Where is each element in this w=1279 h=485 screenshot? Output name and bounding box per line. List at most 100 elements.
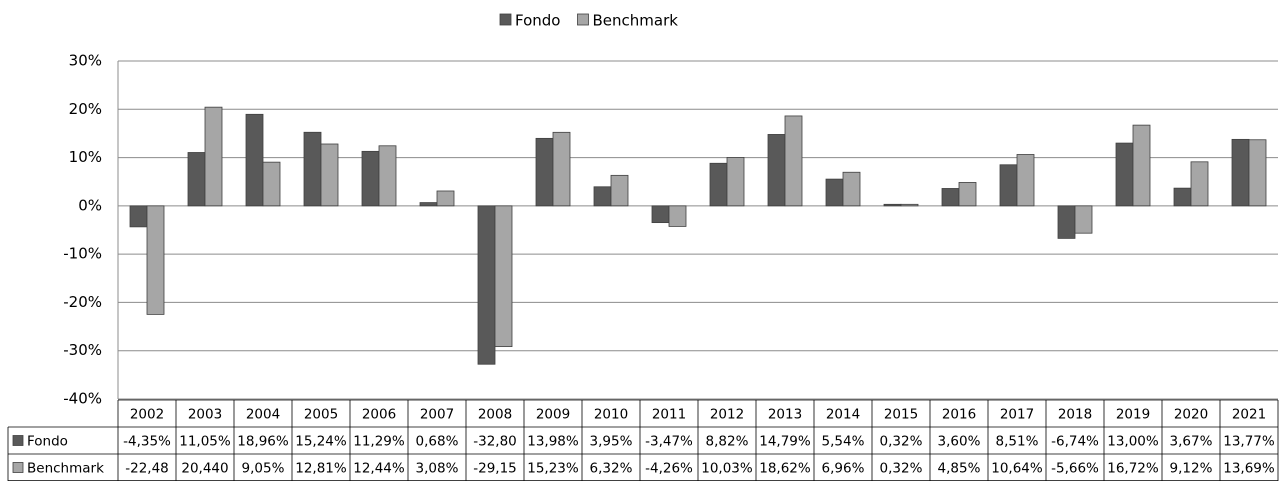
x-tick-label: 2003 xyxy=(188,407,222,423)
x-tick-label: 2004 xyxy=(246,407,280,423)
data-label: 15,23% xyxy=(527,461,579,477)
bar xyxy=(825,178,844,207)
x-tick-label: 2021 xyxy=(1232,407,1266,423)
data-label: 10,03% xyxy=(701,461,753,477)
x-tick-label: 2010 xyxy=(594,407,628,423)
bar xyxy=(552,131,571,207)
x-tick-label: 2015 xyxy=(884,407,918,423)
x-tick-label: 2016 xyxy=(942,407,976,423)
bar xyxy=(1074,205,1093,234)
bar xyxy=(842,171,861,207)
bar xyxy=(146,205,165,315)
data-label: 0,32% xyxy=(880,434,923,450)
x-tick-label: 2018 xyxy=(1058,407,1092,423)
y-tick-label: 30% xyxy=(69,52,102,70)
bar xyxy=(784,115,803,207)
bar xyxy=(1248,139,1267,207)
bar xyxy=(593,186,612,207)
bar xyxy=(419,202,438,207)
bar xyxy=(245,113,264,207)
y-tick-label: -40% xyxy=(63,390,102,408)
y-tick-label: -20% xyxy=(63,293,102,311)
legend-label: Benchmark xyxy=(592,12,678,30)
data-label: 3,95% xyxy=(590,434,633,450)
data-label: -5,66% xyxy=(1051,461,1099,477)
x-tick-label: 2008 xyxy=(478,407,512,423)
legend-swatch xyxy=(577,13,589,26)
y-tick-label: -10% xyxy=(63,245,102,263)
bar xyxy=(1057,205,1076,239)
bar xyxy=(494,205,513,348)
data-label: 5,54% xyxy=(822,434,865,450)
data-label: -29,15 xyxy=(473,461,517,477)
data-label: 0,68% xyxy=(416,434,459,450)
x-tick-label: 2020 xyxy=(1174,407,1208,423)
x-tick-label: 2009 xyxy=(536,407,570,423)
bar xyxy=(436,190,455,207)
data-label: -22,48 xyxy=(125,461,169,477)
y-tick-label: 10% xyxy=(69,148,102,166)
data-label: 13,77% xyxy=(1223,434,1275,450)
bar xyxy=(709,162,728,207)
x-tick-label: 2017 xyxy=(1000,407,1034,423)
y-tick-label: 0% xyxy=(78,196,102,214)
data-label: 13,69% xyxy=(1223,461,1275,477)
data-label: 9,05% xyxy=(242,461,285,477)
data-label: 11,05% xyxy=(179,434,231,450)
bar xyxy=(1115,142,1134,207)
bar xyxy=(361,150,380,207)
data-label: 14,79% xyxy=(759,434,811,450)
bar xyxy=(1231,138,1250,207)
bar xyxy=(610,174,629,207)
data-label: 20,440 xyxy=(181,461,228,477)
data-label: -6,74% xyxy=(1051,434,1099,450)
data-label: 6,32% xyxy=(590,461,633,477)
bar xyxy=(900,203,919,207)
bar xyxy=(129,205,148,228)
bar xyxy=(262,161,281,207)
x-tick-label: 2007 xyxy=(420,407,454,423)
data-label: 15,24% xyxy=(295,434,347,450)
legend-swatch xyxy=(12,435,24,446)
bar xyxy=(204,106,223,207)
bar xyxy=(477,205,496,365)
bar xyxy=(651,205,670,224)
y-tick-label: -30% xyxy=(63,341,102,359)
bar xyxy=(958,182,977,207)
legend-label: Fondo xyxy=(515,12,560,30)
bar xyxy=(303,131,322,207)
x-tick-label: 2005 xyxy=(304,407,338,423)
bar xyxy=(1173,187,1192,207)
x-tick-label: 2014 xyxy=(826,407,860,423)
x-tick-label: 2011 xyxy=(652,407,686,423)
bar xyxy=(378,145,397,207)
table-row-label: Fondo xyxy=(27,434,68,450)
data-label: 3,67% xyxy=(1170,434,1213,450)
y-tick-label: 20% xyxy=(69,100,102,118)
data-label: -4,26% xyxy=(645,461,693,477)
data-label: 9,12% xyxy=(1170,461,1213,477)
legend-swatch xyxy=(12,462,24,473)
data-label: 13,00% xyxy=(1107,434,1159,450)
data-label: 10,64% xyxy=(991,461,1043,477)
bar xyxy=(187,152,206,207)
data-label: -4,35% xyxy=(123,434,171,450)
x-tick-label: 2002 xyxy=(130,407,164,423)
data-label: 8,82% xyxy=(706,434,749,450)
data-label: 18,96% xyxy=(237,434,289,450)
bar xyxy=(941,188,960,207)
legend-swatch xyxy=(499,13,512,26)
table-row-label: Benchmark xyxy=(27,461,104,477)
data-label: 0,32% xyxy=(880,461,923,477)
bar xyxy=(1016,154,1035,207)
data-label: 3,08% xyxy=(416,461,459,477)
bar xyxy=(883,203,902,207)
data-label: -3,47% xyxy=(645,434,693,450)
data-label: 8,51% xyxy=(996,434,1039,450)
x-tick-label: 2006 xyxy=(362,407,396,423)
data-label: 16,72% xyxy=(1107,461,1159,477)
data-label: 13,98% xyxy=(527,434,579,450)
data-label: 11,29% xyxy=(353,434,405,450)
bar xyxy=(668,205,687,227)
